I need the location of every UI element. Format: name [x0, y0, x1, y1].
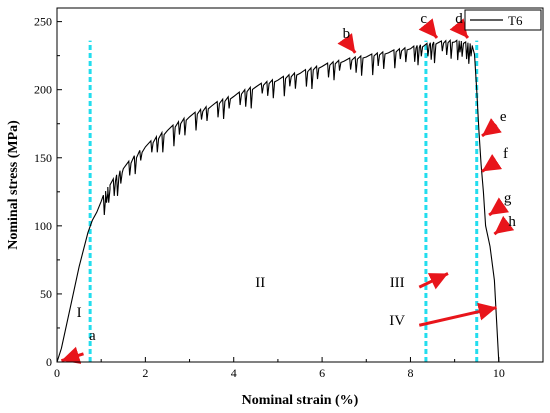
y-tick-label: 250 [34, 15, 52, 29]
point-arrow-e [481, 118, 502, 138]
plot-lines [57, 38, 500, 362]
y-axis: 0 50 100 150 200 250 [34, 15, 62, 369]
y-axis-title: Nominal stress (MPa) [6, 120, 21, 250]
point-arrow-f [481, 154, 503, 173]
region-label-ii: II [255, 275, 265, 291]
legend-label-t6: T6 [508, 13, 523, 28]
plot-frame [56, 7, 544, 363]
y-tick-label: 0 [46, 355, 52, 369]
x-tick-label: 6 [319, 366, 325, 380]
point-label-h: h [508, 214, 516, 230]
point-label-g: g [504, 191, 512, 207]
y-tick-label: 100 [34, 219, 52, 233]
region-arrow-iv [418, 302, 497, 327]
point-arrow-h [493, 215, 515, 236]
point-label-a: a [89, 328, 96, 344]
point-label-f: f [503, 146, 508, 162]
y-tick-label: 200 [34, 83, 52, 97]
point-label-e: e [500, 109, 507, 125]
point-arrow-b [337, 33, 357, 54]
x-tick-label: 0 [54, 366, 60, 380]
point-label-d: d [455, 11, 463, 27]
x-axis-title: Nominal strain (%) [242, 393, 359, 408]
x-tick-label: 2 [142, 366, 148, 380]
point-label-c: c [420, 11, 427, 27]
region-label-iv: IV [389, 313, 405, 329]
point-label-b: b [343, 26, 351, 42]
legend: T6 [464, 9, 542, 31]
x-tick-label: 10 [493, 366, 505, 380]
series-line-t6 [57, 38, 500, 362]
region-arrow-iii [418, 272, 449, 290]
point-arrow-g [488, 197, 510, 217]
point-arrow-a [60, 346, 84, 364]
region-label-i: I [77, 305, 82, 321]
x-tick-label: 4 [231, 366, 237, 380]
x-axis: 0 2 4 6 8 10 [54, 357, 505, 380]
x-tick-label: 8 [407, 366, 413, 380]
y-tick-label: 150 [34, 151, 52, 165]
point-arrow-c [418, 18, 439, 39]
point-arrow-d [449, 18, 470, 39]
annotation-arrows [60, 18, 515, 364]
region-label-iii: III [390, 275, 405, 291]
y-tick-label: 50 [40, 287, 52, 301]
